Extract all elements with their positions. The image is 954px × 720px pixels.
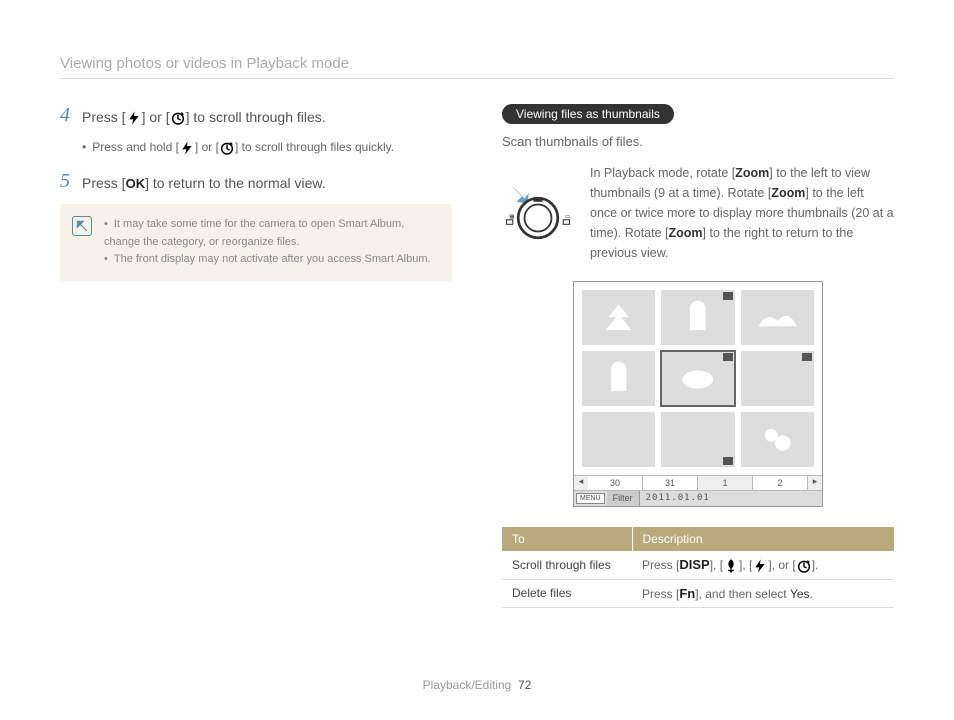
text: Press [ xyxy=(82,175,126,191)
thumbnail xyxy=(661,290,734,345)
thumbnail-selected xyxy=(661,351,734,406)
thumbnail xyxy=(582,290,655,345)
text: ], [ xyxy=(710,558,723,572)
note-line: It may take some time for the camera to … xyxy=(104,216,438,251)
subsection-pill: Viewing files as thumbnails xyxy=(502,104,674,124)
thumbnail xyxy=(741,351,814,406)
table-cell: Delete files xyxy=(502,579,632,607)
zoom-label: Zoom xyxy=(669,226,703,240)
text: ] to scroll through files. xyxy=(186,109,326,125)
step-5: 5 Press [OK] to return to the normal vie… xyxy=(60,170,452,194)
yes-label: Yes xyxy=(790,587,810,601)
footer-section: Playback/Editing xyxy=(423,678,512,692)
step-text: Press [OK] to return to the normal view. xyxy=(82,170,326,194)
day-cell: 31 xyxy=(643,476,698,490)
thumbnail xyxy=(741,412,814,467)
section-title: Viewing photos or videos in Playback mod… xyxy=(60,55,894,72)
table-row: Scroll through files Press [DISP], [], [… xyxy=(502,551,894,579)
table-cell: Press [DISP], [], [], or []. xyxy=(632,551,894,579)
flash-icon xyxy=(179,141,195,155)
step-number: 5 xyxy=(60,170,82,194)
date-bar: ◂ 30 31 1 2 ▸ xyxy=(574,475,822,490)
zoom-dial-icon: ▦ ▭ xyxy=(502,163,574,263)
text: ] to scroll through files quickly. xyxy=(235,140,394,154)
thumbnail xyxy=(661,412,734,467)
page-footer: Playback/Editing 72 xyxy=(0,678,954,692)
page-number: 72 xyxy=(518,678,531,692)
disp-icon: DISP xyxy=(679,557,709,572)
day-cell: 1 xyxy=(698,476,753,490)
text: In Playback mode, rotate [ xyxy=(590,166,735,180)
text: ], and then select xyxy=(695,587,790,601)
macro-icon xyxy=(723,559,739,573)
fn-icon: Fn xyxy=(679,586,695,601)
subhead: Scan thumbnails of files. xyxy=(502,134,894,149)
table-cell: Press [Fn], and then select Yes. xyxy=(632,579,894,607)
table-header-row: To Description xyxy=(502,527,894,551)
zoom-instruction: ▦ ▭ In Playback mode, rotate [Zoom] to t… xyxy=(502,163,894,263)
thumbnail xyxy=(582,351,655,406)
day-cell: 2 xyxy=(753,476,808,490)
flash-icon xyxy=(752,559,768,573)
text: ] or [ xyxy=(142,109,170,125)
day-cell: 30 xyxy=(588,476,643,490)
table-header: To xyxy=(502,527,632,551)
ok-icon: OK xyxy=(126,176,146,191)
note-box: It may take some time for the camera to … xyxy=(60,204,452,281)
right-column: Viewing files as thumbnails Scan thumbna… xyxy=(502,104,894,608)
divider xyxy=(60,78,894,79)
text: ], [ xyxy=(739,558,752,572)
zoom-text: In Playback mode, rotate [Zoom] to the l… xyxy=(590,163,894,263)
table-cell: Scroll through files xyxy=(502,551,632,579)
filter-bar: MENU Filter 2011.01.01 xyxy=(574,490,822,506)
date-label: 2011.01.01 xyxy=(640,491,716,506)
text: Press [ xyxy=(642,587,679,601)
step-text: Press [ ] or [ ] to scroll through files. xyxy=(82,104,326,128)
text: Press [ xyxy=(642,558,679,572)
thumbnail-screen: ◂ 30 31 1 2 ▸ MENU Filter 2011.01.01 xyxy=(573,281,823,507)
substep: Press and hold [ ] or [ ] to scroll throug… xyxy=(82,138,452,156)
table-row: Delete files Press [Fn], and then select… xyxy=(502,579,894,607)
svg-text:▦: ▦ xyxy=(509,214,514,220)
flash-icon xyxy=(126,111,142,125)
action-table: To Description Scroll through files Pres… xyxy=(502,527,894,608)
text: ] or [ xyxy=(195,140,219,154)
thumbnail xyxy=(741,290,814,345)
note-line: The front display may not activate after… xyxy=(104,251,438,269)
thumbnail xyxy=(582,412,655,467)
text: Press [ xyxy=(82,109,126,125)
timer-icon xyxy=(170,111,186,125)
text: ] to return to the normal view. xyxy=(145,175,326,191)
text: Press and hold [ xyxy=(92,140,179,154)
zoom-label: Zoom xyxy=(735,166,769,180)
table-header: Description xyxy=(632,527,894,551)
note-icon xyxy=(72,216,92,236)
timer-icon xyxy=(219,141,235,155)
step-4: 4 Press [ ] or [ ] to scroll through files… xyxy=(60,104,452,128)
left-column: 4 Press [ ] or [ ] to scroll through files… xyxy=(60,104,452,608)
text: ], or [ xyxy=(768,558,795,572)
menu-label: MENU xyxy=(576,493,605,504)
filter-label: Filter xyxy=(607,491,640,506)
text: ]. xyxy=(812,558,819,572)
text: . xyxy=(810,587,813,601)
next-arrow[interactable]: ▸ xyxy=(808,476,822,490)
prev-arrow[interactable]: ◂ xyxy=(574,476,588,490)
timer-icon xyxy=(796,559,812,573)
svg-text:▭: ▭ xyxy=(565,214,570,220)
zoom-label: Zoom xyxy=(771,186,805,200)
step-number: 4 xyxy=(60,104,82,128)
